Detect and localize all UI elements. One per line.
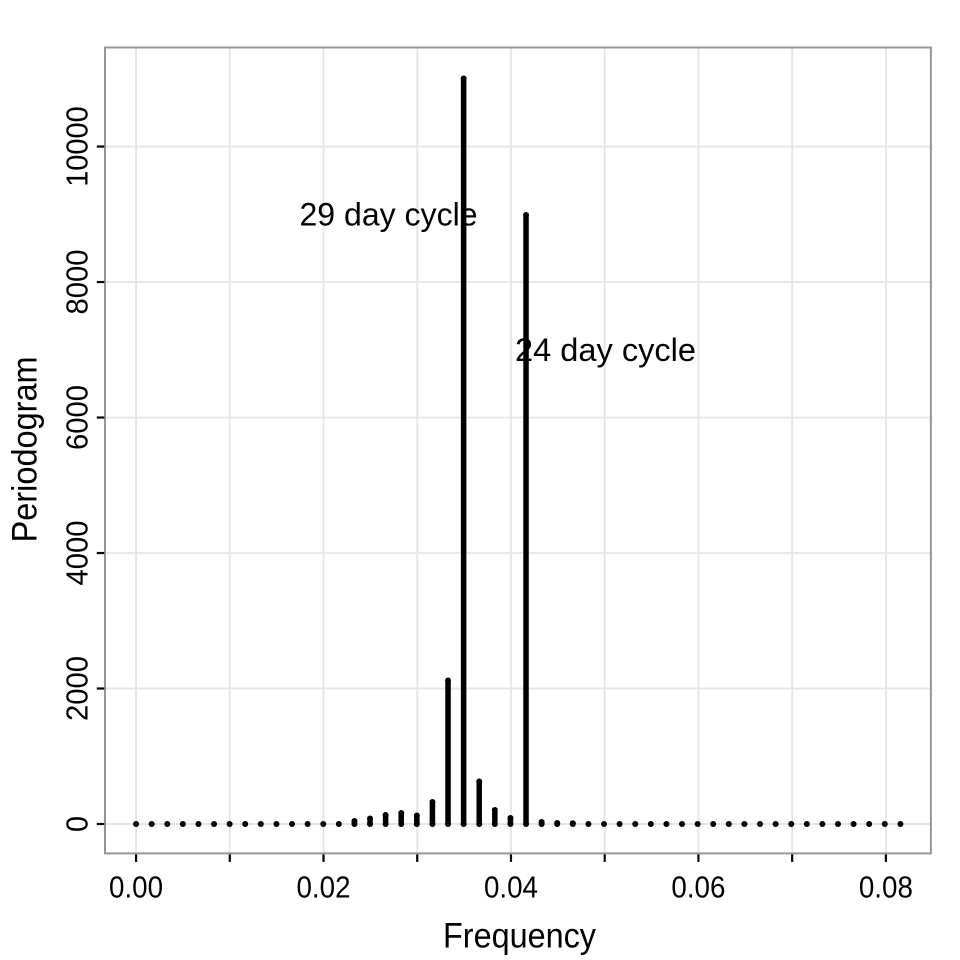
svg-text:6000: 6000 bbox=[60, 385, 95, 450]
svg-text:10000: 10000 bbox=[60, 106, 95, 187]
svg-text:4000: 4000 bbox=[60, 521, 95, 586]
svg-text:Periodogram: Periodogram bbox=[6, 356, 45, 542]
svg-text:0.08: 0.08 bbox=[859, 869, 913, 904]
svg-text:Frequency: Frequency bbox=[443, 917, 596, 956]
svg-text:0.06: 0.06 bbox=[671, 869, 725, 904]
svg-text:0.02: 0.02 bbox=[297, 869, 351, 904]
svg-text:24 day cycle: 24 day cycle bbox=[515, 332, 696, 368]
svg-text:29 day cycle: 29 day cycle bbox=[300, 196, 478, 232]
svg-text:0: 0 bbox=[60, 816, 95, 832]
svg-text:8000: 8000 bbox=[60, 250, 95, 315]
svg-text:0.00: 0.00 bbox=[109, 869, 163, 904]
svg-text:2000: 2000 bbox=[60, 656, 95, 721]
svg-text:0.04: 0.04 bbox=[484, 869, 538, 904]
